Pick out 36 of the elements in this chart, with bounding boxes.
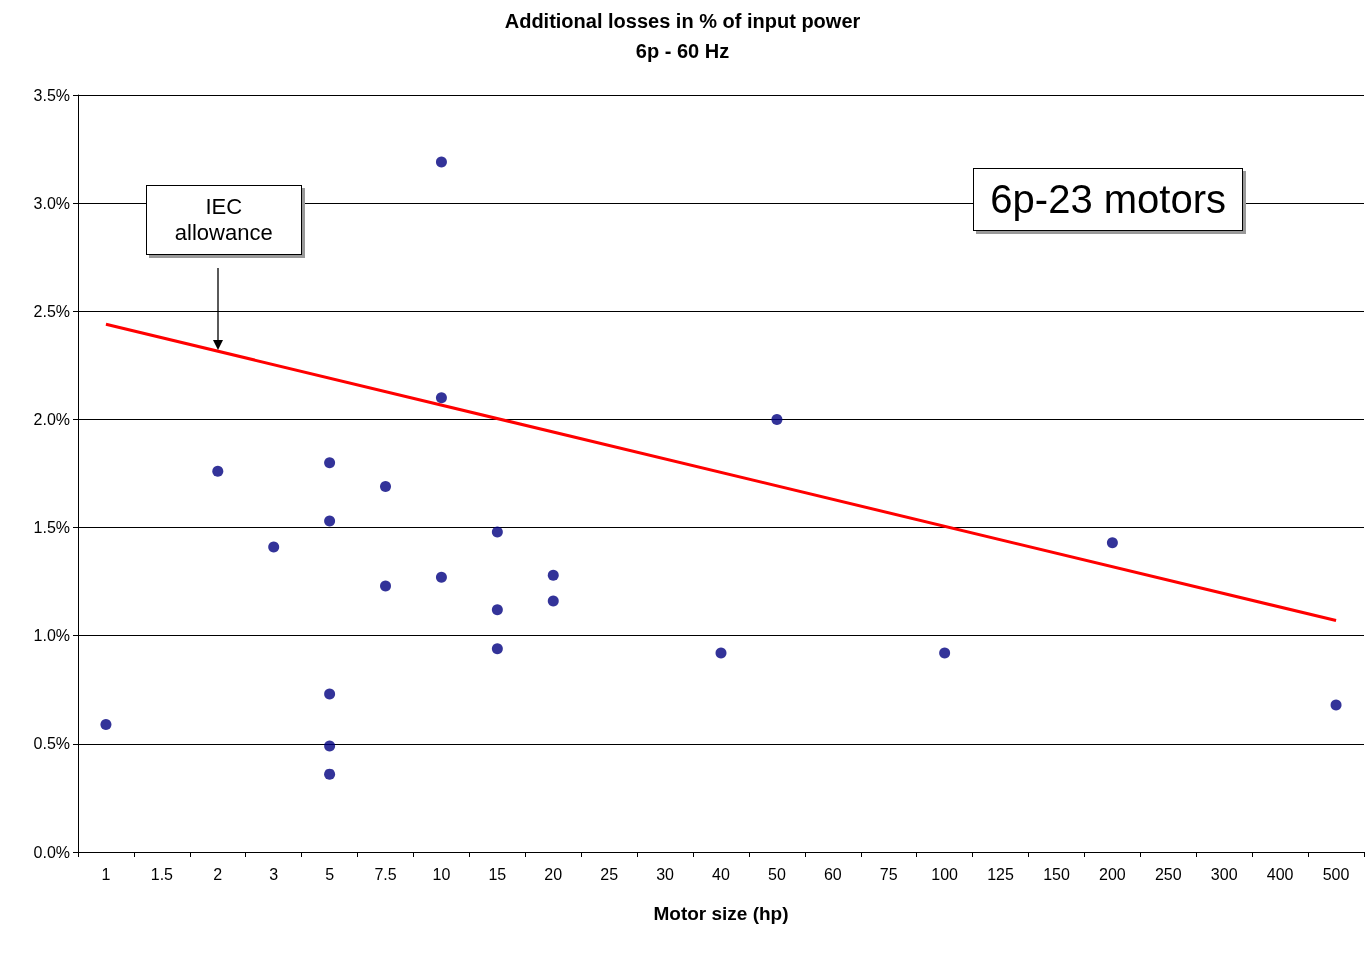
x-tick-label: 5: [325, 865, 335, 883]
annotation: 6p-23 motors: [973, 168, 1243, 231]
x-tick-label: 30: [656, 865, 675, 883]
x-tick-label: 500: [1322, 865, 1350, 883]
y-tick-label: 2.5%: [33, 302, 70, 320]
annotation: IEC allowance: [145, 185, 302, 256]
x-tick-label: 40: [712, 865, 730, 883]
x-tick-label: 125: [987, 865, 1015, 883]
x-axis-title: Motor size (hp): [653, 903, 789, 924]
x-tick-label: 20: [544, 865, 563, 883]
x-tick-label: 250: [1154, 865, 1182, 883]
x-tick-label: 1.5: [150, 865, 174, 883]
y-tick-label: 1.5%: [33, 519, 70, 537]
y-tick-label: 1.0%: [33, 627, 70, 645]
y-tick-label: 2.0%: [33, 410, 70, 428]
x-tick-label: 2: [213, 865, 223, 883]
x-tick-label: 60: [823, 865, 842, 883]
x-tick-label: 100: [931, 865, 959, 883]
x-tick-label: 150: [1043, 865, 1070, 883]
chart-subtitle: 6p - 60 Hz: [635, 40, 730, 62]
y-tick-label: 3.0%: [33, 194, 70, 212]
x-tick-label: 7.5: [374, 865, 397, 883]
y-tick-label: 0.5%: [33, 735, 70, 753]
y-tick-label: 0.0%: [33, 843, 70, 861]
x-tick-label: 50: [768, 865, 786, 883]
y-tick-label: 3.5%: [33, 86, 70, 104]
x-tick-label: 200: [1099, 865, 1126, 883]
x-tick-label: 10: [432, 865, 451, 883]
x-tick-label: 15: [488, 865, 507, 883]
x-tick-label: 3: [269, 865, 279, 883]
x-tick-label: 400: [1266, 865, 1294, 883]
x-tick-label: 300: [1210, 865, 1238, 883]
x-tick-label: 75: [879, 865, 898, 883]
x-tick-label: 25: [600, 865, 619, 883]
chart-title: Additional losses in % of input power: [504, 10, 861, 32]
x-tick-label: 1: [101, 865, 111, 883]
